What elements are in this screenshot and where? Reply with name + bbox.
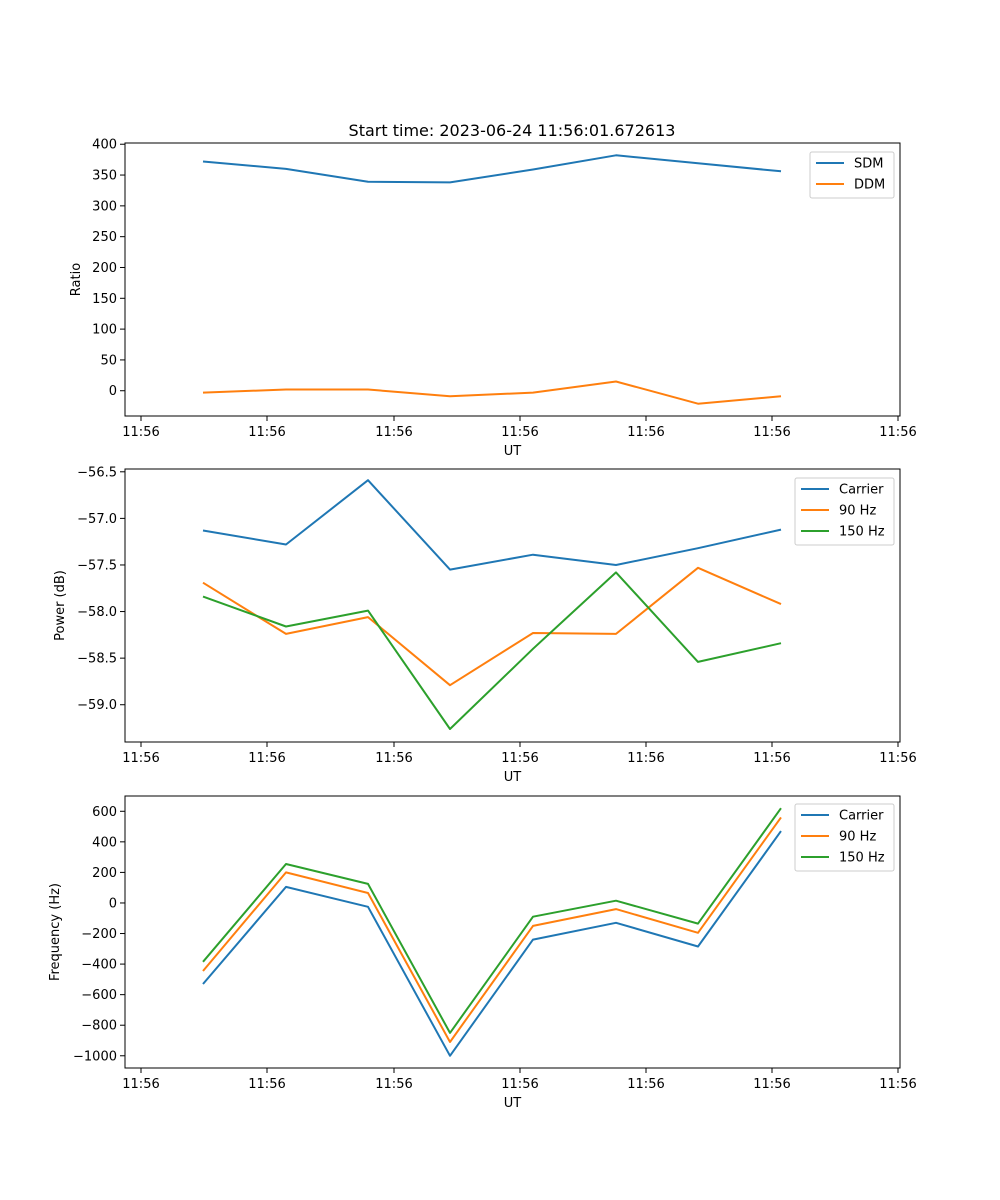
legend-label: 90 Hz — [839, 504, 876, 519]
y-tick-label: 150 — [92, 292, 117, 307]
chart-panel-3: −1000 −800 −600 −400 −200 0 200 400 600 11:56 11:5… — [48, 795, 917, 1111]
legend-label: DDM — [854, 178, 885, 193]
x-tick-label: 11:56 — [375, 425, 412, 440]
y-tick-label: 250 — [92, 230, 117, 245]
legend: SDM DDM — [809, 151, 895, 199]
x-tick-label: 11:56 — [375, 751, 412, 766]
x-tick-label: 11:56 — [501, 425, 538, 440]
x-tick-label: 11:56 — [122, 751, 159, 766]
figure-title: Start time: 2023-06-24 11:56:01.672613 — [349, 121, 676, 140]
legend-frame — [794, 803, 895, 872]
x-tick-label: 11:56 — [501, 751, 538, 766]
plot-area-frame — [124, 795, 901, 1069]
x-tick-label: 11:56 — [248, 1077, 285, 1092]
y-axis-label: Ratio — [69, 263, 84, 296]
y-tick-label: 400 — [92, 138, 117, 153]
x-tick-label: 11:56 — [122, 1077, 159, 1092]
x-tick-label: 11:56 — [627, 1077, 664, 1092]
y-tick-label: −59.0 — [77, 698, 117, 713]
y-tick-label: 200 — [92, 866, 117, 881]
legend-label: Carrier — [839, 809, 884, 824]
series-line-90-hz — [202, 566, 782, 687]
series-line-sdm — [202, 154, 782, 184]
series-line-90-hz — [202, 816, 782, 1043]
y-tick-label: −400 — [81, 958, 117, 973]
y-tick-label: −800 — [81, 1019, 117, 1034]
x-tick-label: 11:56 — [753, 1077, 790, 1092]
x-tick-label: 11:56 — [879, 1077, 916, 1092]
series-line-carrier — [202, 830, 782, 1057]
y-tick-label: 50 — [100, 353, 117, 368]
legend-label: 90 Hz — [839, 830, 876, 845]
y-tick-label: 0 — [109, 896, 117, 911]
panels: 0 50 100 150 200 250 300 350 400 11:56 11:56 11:56 1… — [48, 138, 917, 1111]
series-line-ddm — [202, 380, 782, 405]
y-axis-label: Power (dB) — [53, 570, 68, 641]
y-tick-label: 600 — [92, 805, 117, 820]
y-tick-label: −600 — [81, 988, 117, 1003]
series-line-carrier — [202, 479, 782, 571]
y-tick-label: 400 — [92, 835, 117, 850]
y-tick-label: 100 — [92, 323, 117, 338]
x-tick-label: 11:56 — [375, 1077, 412, 1092]
y-tick-label: −200 — [81, 927, 117, 942]
legend-label: Carrier — [839, 483, 884, 498]
y-tick-label: 200 — [92, 261, 117, 276]
y-tick-label: 300 — [92, 199, 117, 214]
plot-area-frame — [124, 142, 901, 417]
legend-label: 150 Hz — [839, 851, 885, 866]
x-tick-label: 11:56 — [627, 751, 664, 766]
x-tick-label: 11:56 — [753, 425, 790, 440]
y-tick-label: 0 — [109, 384, 117, 399]
plot-area-frame — [124, 468, 901, 743]
series-line-150-hz — [202, 807, 782, 1034]
x-axis-label: UT — [504, 444, 522, 459]
y-axis-label: Frequency (Hz) — [48, 883, 63, 981]
x-axis-label: UT — [504, 770, 522, 785]
legend: Carrier 90 Hz 150 Hz — [794, 803, 895, 872]
y-tick-label: −58.0 — [77, 605, 117, 620]
y-tick-label: 350 — [92, 169, 117, 184]
y-tick-label: −57.5 — [77, 558, 117, 573]
y-tick-label: −1000 — [73, 1049, 117, 1064]
x-tick-label: 11:56 — [879, 751, 916, 766]
x-tick-label: 11:56 — [248, 425, 285, 440]
x-tick-label: 11:56 — [753, 751, 790, 766]
x-tick-label: 11:56 — [501, 1077, 538, 1092]
x-tick-label: 11:56 — [879, 425, 916, 440]
y-tick-label: −56.5 — [77, 465, 117, 480]
x-tick-label: 11:56 — [248, 751, 285, 766]
chart-panel-1: 0 50 100 150 200 250 300 350 400 11:56 11:56 11:56 1… — [69, 138, 917, 459]
chart-panel-2: −59.0 −58.5 −58.0 −57.5 −57.0 −56.5 11:56 11:56… — [53, 465, 917, 785]
legend-label: 150 Hz — [839, 525, 885, 540]
legend-frame — [794, 477, 895, 546]
legend: Carrier 90 Hz 150 Hz — [794, 477, 895, 546]
x-axis-label: UT — [504, 1096, 522, 1111]
y-tick-label: −58.5 — [77, 652, 117, 667]
x-tick-label: 11:56 — [627, 425, 664, 440]
legend-label: SDM — [854, 157, 883, 172]
series-line-150-hz — [202, 571, 782, 730]
x-tick-label: 11:56 — [122, 425, 159, 440]
y-tick-label: −57.0 — [77, 512, 117, 527]
